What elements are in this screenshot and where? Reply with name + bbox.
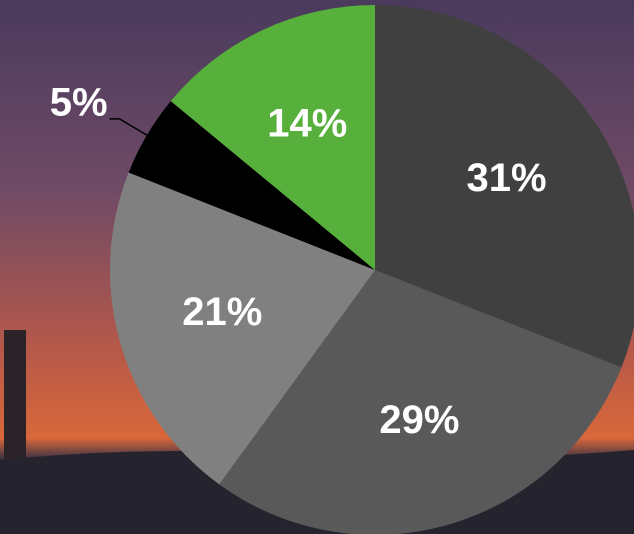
pie: [110, 5, 634, 534]
data-label: 29%: [379, 398, 459, 442]
chimney: [4, 330, 26, 490]
data-label: 31%: [466, 156, 546, 200]
data-label: 21%: [182, 290, 262, 334]
pie-slice: [110, 172, 376, 485]
pie-slice: [219, 270, 622, 534]
leader-line: [109, 118, 159, 143]
data-label: 14%: [267, 102, 347, 146]
pie-slice: [375, 5, 634, 368]
data-label: 5%: [50, 80, 108, 124]
pie-slice: [128, 101, 375, 270]
pie-slice: [170, 5, 375, 270]
